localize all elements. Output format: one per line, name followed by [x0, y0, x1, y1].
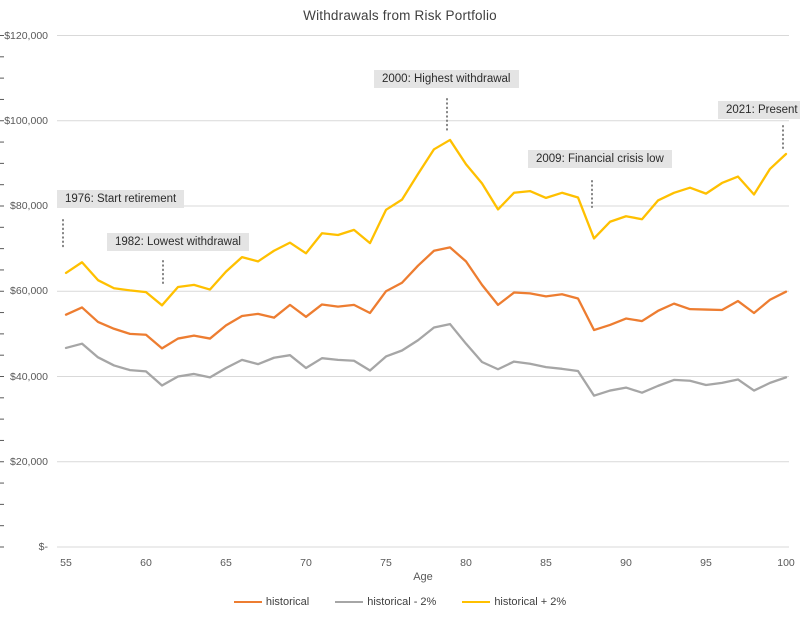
legend-label: historical - 2% — [367, 596, 437, 608]
x-axis-label: 65 — [220, 557, 232, 569]
x-axis-title: Age — [413, 571, 433, 583]
series-line-historical — [64, 246, 788, 350]
legend-swatch-historical — [233, 600, 262, 604]
legend-item-historical: historical — [233, 596, 310, 608]
legend-label: historical + 2% — [494, 596, 567, 608]
x-axis-label: 80 — [460, 557, 472, 569]
legend-item-historical-plus-2: historical + 2% — [462, 596, 566, 608]
annotation-2000: 2000: Highest withdrawal — [374, 70, 519, 88]
y-axis-label: $60,000 — [10, 285, 48, 298]
series-line-historical-2- — [64, 138, 788, 307]
legend-swatch-historical-plus-2 — [462, 600, 491, 604]
annotation-1976: 1976: Start retirement — [57, 190, 185, 208]
x-axis-label: 55 — [60, 557, 72, 569]
legend: historical historical - 2% historical + … — [0, 596, 800, 608]
x-axis-label: 95 — [700, 557, 712, 569]
y-axis-label: $80,000 — [10, 200, 48, 212]
annotation-2009: 2009: Financial crisis low — [528, 150, 672, 168]
legend-label: historical — [265, 596, 310, 608]
x-axis-label: 70 — [300, 557, 312, 569]
annotation-2021: 2021: Present — [718, 101, 800, 119]
x-axis-label: 100 — [777, 557, 795, 569]
y-axis-label: $40,000 — [10, 370, 48, 383]
y-axis-label: $100,000 — [4, 114, 48, 127]
x-axis-label: 90 — [620, 557, 632, 569]
x-axis-label: 60 — [140, 557, 152, 569]
annotation-1982: 1982: Lowest withdrawal — [107, 233, 249, 251]
x-axis-label: 75 — [380, 557, 392, 569]
legend-swatch-historical-minus-2 — [335, 600, 364, 604]
y-axis-label: $20,000 — [10, 455, 48, 468]
chart-title: Withdrawals from Risk Portfolio — [303, 8, 497, 23]
x-axis-label: 85 — [540, 557, 552, 569]
y-axis-label: $120,000 — [4, 29, 48, 42]
y-axis-label: $- — [38, 541, 48, 553]
legend-item-historical-minus-2: historical - 2% — [335, 596, 436, 608]
series-line-historical-2- — [64, 322, 788, 397]
